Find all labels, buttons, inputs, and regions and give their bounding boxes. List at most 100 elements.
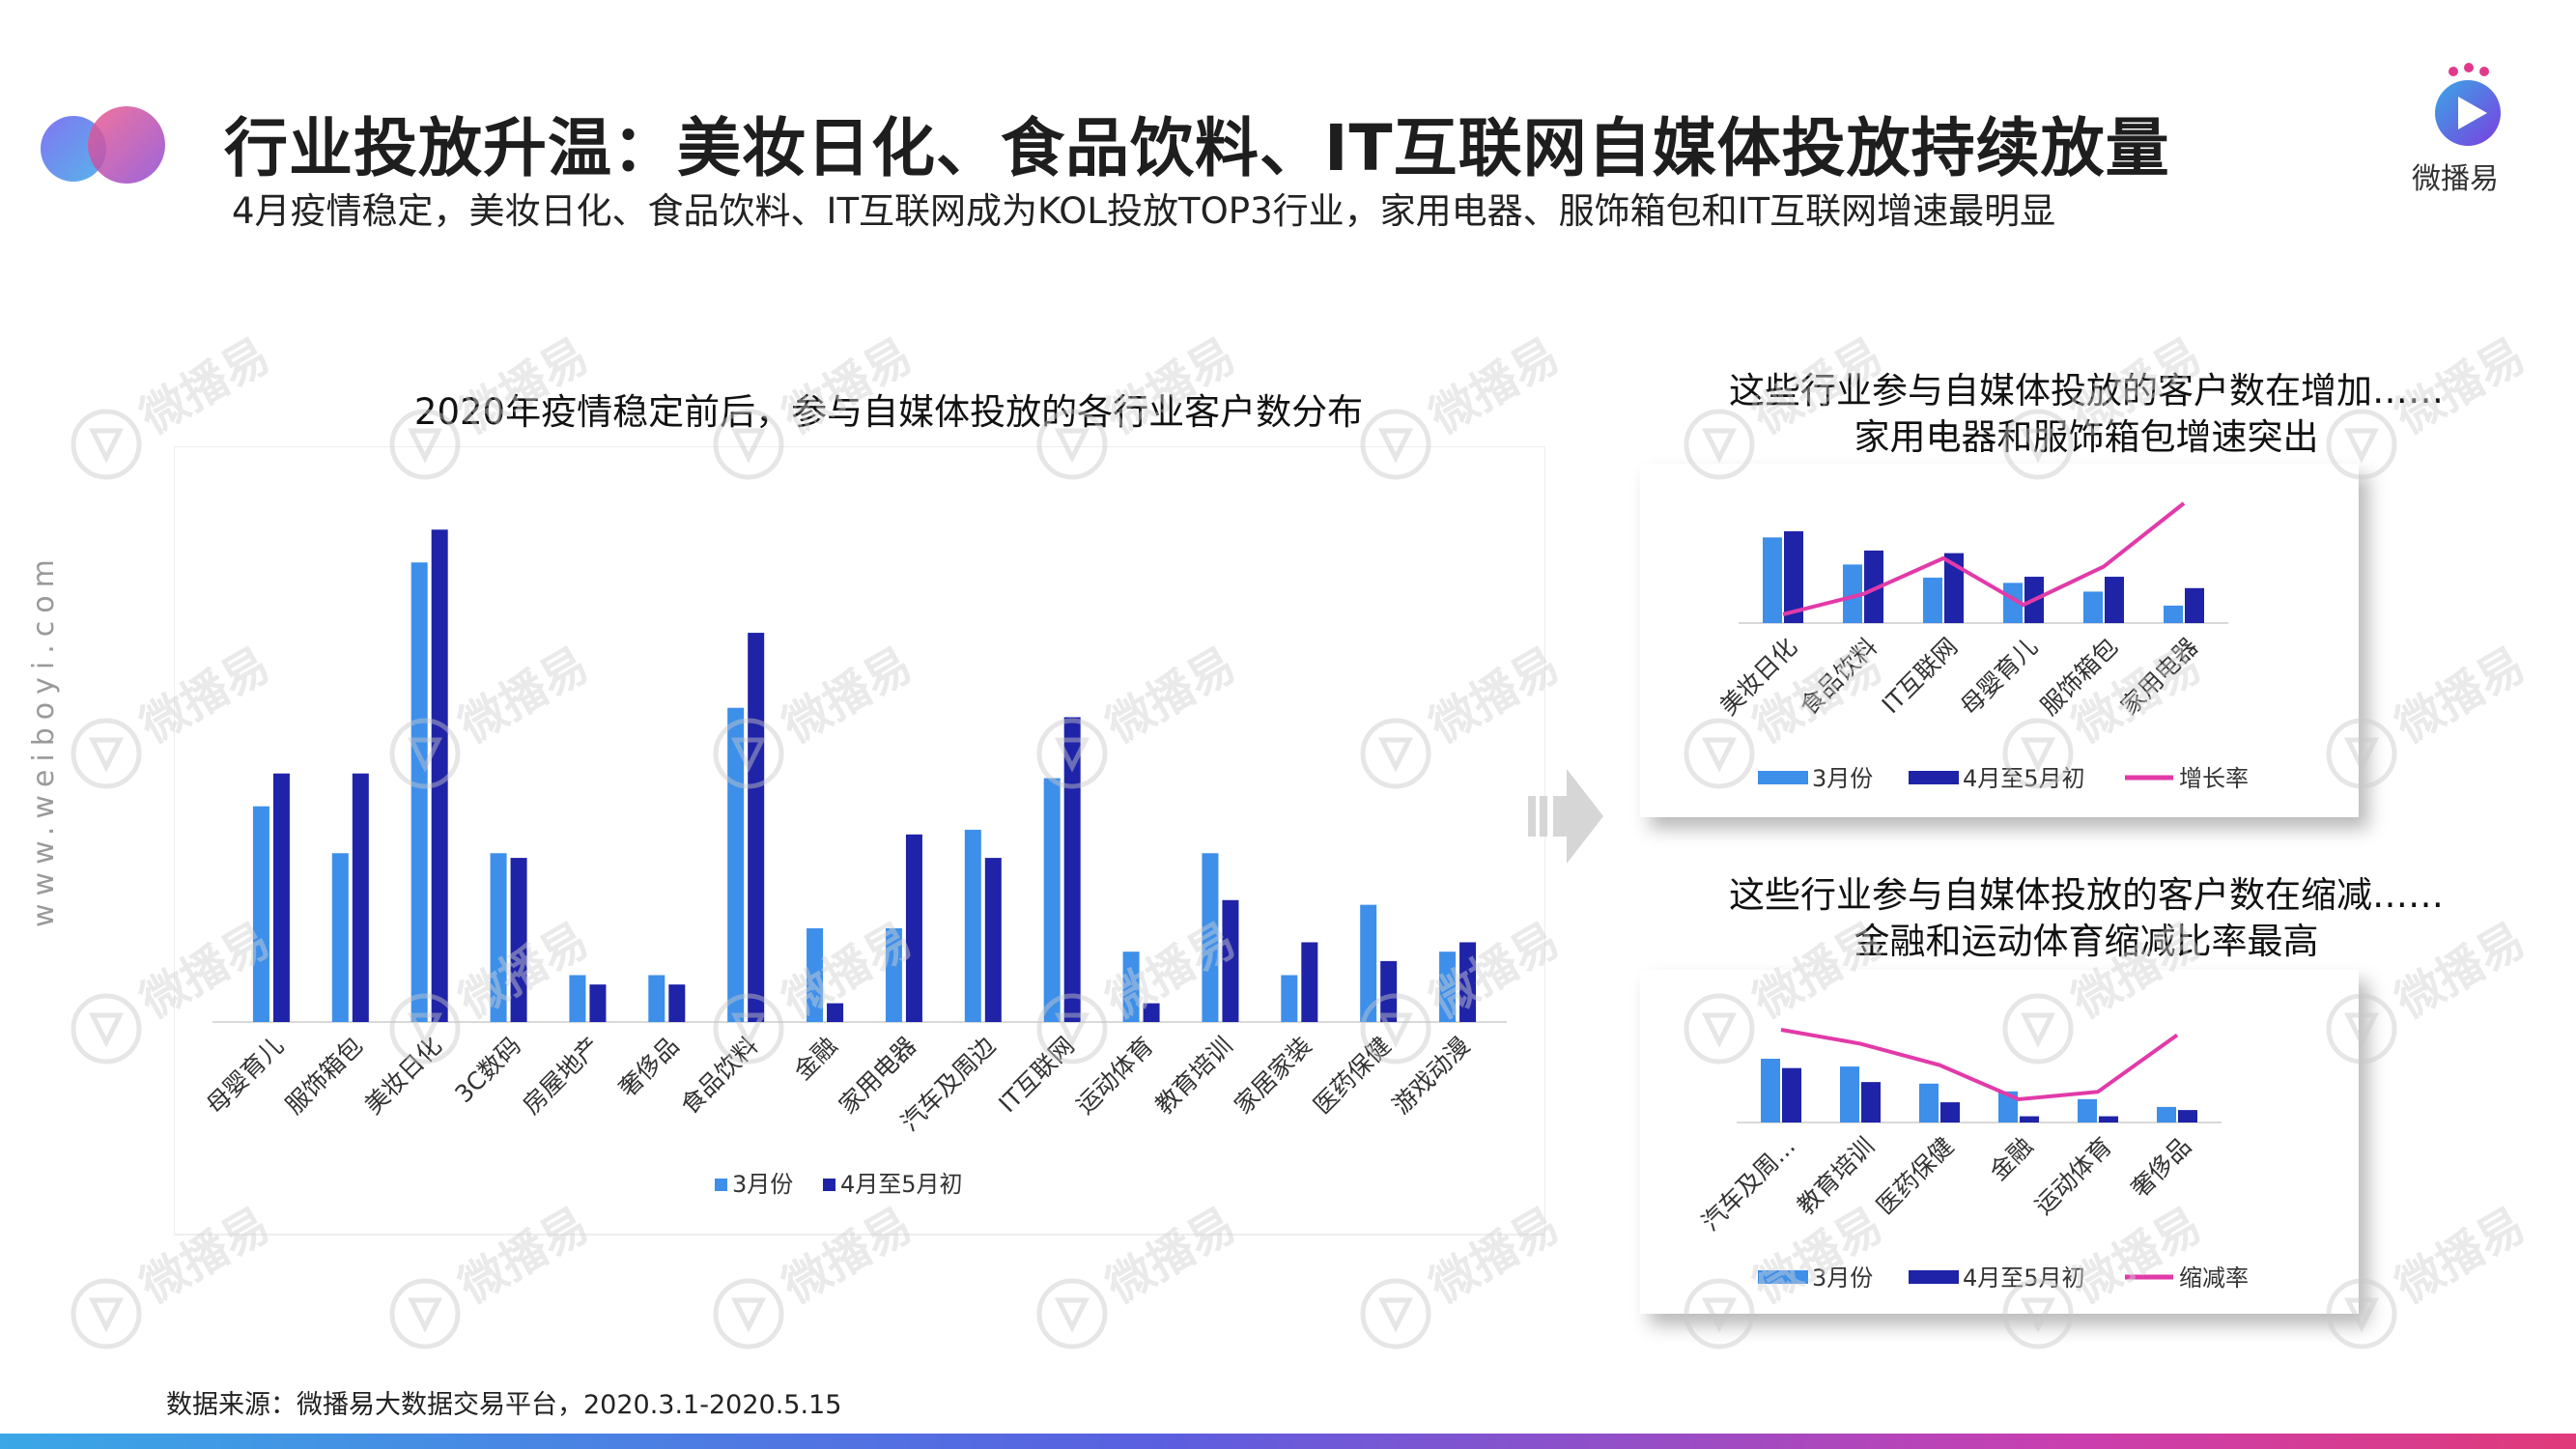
bar-march (1840, 1066, 1859, 1122)
watermark-triangle-icon (407, 1297, 443, 1333)
bar-april (827, 1003, 844, 1022)
bar-march (331, 853, 349, 1022)
bar-april (1940, 1102, 1960, 1122)
legend-label: 4月至5月初 (1963, 1264, 2085, 1292)
watermark-triangle-icon (1054, 1297, 1090, 1333)
legend-swatch (823, 1179, 835, 1191)
watermark-text: 微播易 (2386, 638, 2534, 754)
bar-april (1380, 960, 1398, 1022)
x-tick-label: 医药保健 (1871, 1132, 1959, 1220)
watermark-circle-icon (1360, 1278, 1431, 1350)
watermark-triangle-icon (88, 1012, 125, 1048)
arrow-right-icon (1528, 769, 1603, 864)
watermark-text: 微播易 (2386, 1198, 2534, 1315)
watermark-circle-icon (713, 1278, 784, 1350)
watermark-circle-icon (71, 409, 142, 480)
bar-march (1761, 1059, 1780, 1122)
bar-april (431, 529, 448, 1022)
x-tick-label: 食品饮料 (1795, 633, 1882, 721)
bar-april (1944, 553, 1964, 623)
legend-swatch (1909, 771, 1959, 784)
bar-march (2078, 1098, 2097, 1122)
legend-swatch (715, 1179, 727, 1191)
bar-april (510, 858, 527, 1022)
bar-march (1202, 853, 1219, 1022)
watermark-triangle-icon (88, 1297, 125, 1333)
bar-march (2164, 605, 2183, 623)
bar-april (272, 773, 290, 1022)
decrease-chart-panel (1640, 970, 2359, 1314)
bar-april (2105, 577, 2124, 623)
bar-april (2020, 1116, 2039, 1122)
x-tick-label: IT互联网 (1877, 633, 1964, 720)
watermark-circle-icon (389, 1278, 461, 1350)
legend-swatch (1909, 1270, 1959, 1284)
bar-april (1063, 717, 1081, 1022)
bar-march (410, 562, 428, 1022)
bar-april (2185, 587, 2204, 623)
bar-march (1439, 952, 1457, 1022)
legend-label: 3月份 (1812, 1264, 1873, 1292)
bar-march (2157, 1106, 2176, 1122)
bar-april (1459, 942, 1477, 1022)
bar-april (1861, 1082, 1881, 1122)
x-tick-label: 奢侈品 (2126, 1132, 2197, 1204)
legend-label: 3月份 (1812, 765, 1873, 792)
legend-label: 增长率 (2179, 765, 2249, 792)
legend-label: 4月至5月初 (840, 1171, 963, 1198)
line-series (1782, 501, 2186, 616)
bar-march (1360, 904, 1377, 1022)
bar-march (964, 829, 981, 1022)
bar-march (1281, 975, 1298, 1022)
x-tick-label: 教育培训 (1792, 1132, 1880, 1220)
bar-april (748, 633, 765, 1022)
data-source-note: 数据来源：微播易大数据交易平台，2020.3.1-2020.5.15 (166, 1390, 842, 1420)
x-tick-label: 运动体育 (2029, 1132, 2117, 1220)
bar-march (1763, 537, 1782, 623)
legend-swatch (1758, 771, 1808, 784)
bar-april (1784, 531, 1803, 623)
bar-april (1143, 1003, 1160, 1022)
bar-april (1864, 550, 1883, 623)
watermark-triangle-icon (88, 737, 125, 773)
plot-frame (174, 446, 1545, 1236)
legend-label: 3月份 (732, 1171, 793, 1198)
watermark-circle-icon (71, 993, 142, 1065)
bar-march (490, 853, 507, 1022)
watermark-circle-icon (71, 1278, 142, 1350)
watermark: 微播易 (2326, 638, 2534, 789)
brand-logo-icon (2435, 63, 2501, 146)
bar-march (1843, 564, 1862, 623)
bar-march (885, 927, 902, 1022)
bar-march (1043, 778, 1061, 1022)
bar-march (252, 806, 269, 1022)
x-tick-label: 金融 (1984, 1132, 2038, 1186)
x-tick-label: 家用电器 (2115, 633, 2203, 721)
x-tick-label: 汽车及周... (1696, 1132, 1800, 1236)
bar-april (668, 984, 686, 1022)
watermark-triangle-icon (730, 1297, 767, 1333)
site-url-text: www.weiboyi.com (27, 552, 61, 927)
bar-april (1301, 942, 1318, 1022)
watermark-triangle-icon (88, 428, 125, 464)
legend-swatch (1758, 1270, 1808, 1284)
bar-march (569, 975, 586, 1022)
main-chart-title: 2020年疫情稳定前后，参与自媒体投放的各行业客户数分布 (413, 391, 1364, 433)
page-title: 行业投放升温：美妆日化、食品饮料、IT互联网自媒体投放持续放量 (224, 111, 2170, 185)
bar-april (905, 834, 922, 1022)
bar-march (1923, 577, 1942, 623)
bar-april (352, 773, 369, 1022)
increase-chart-title-2: 家用电器和服饰箱包增速突出 (1854, 416, 2319, 458)
decrease-chart-title-2: 金融和运动体育缩减比率最高 (1854, 921, 2319, 962)
watermark: 微播易 (2326, 1198, 2534, 1350)
legend-label: 4月至5月初 (1963, 765, 2085, 792)
increase-chart-title-1: 这些行业参与自媒体投放的客户数在增加…… (1729, 370, 2444, 412)
bar-april (1782, 1067, 1801, 1122)
brand-logo-text: 微播易 (2412, 162, 2499, 196)
increase-chart-panel (1640, 464, 2359, 817)
bar-march (2003, 582, 2023, 623)
bar-march (1122, 952, 1140, 1022)
bar-march (2083, 591, 2103, 623)
